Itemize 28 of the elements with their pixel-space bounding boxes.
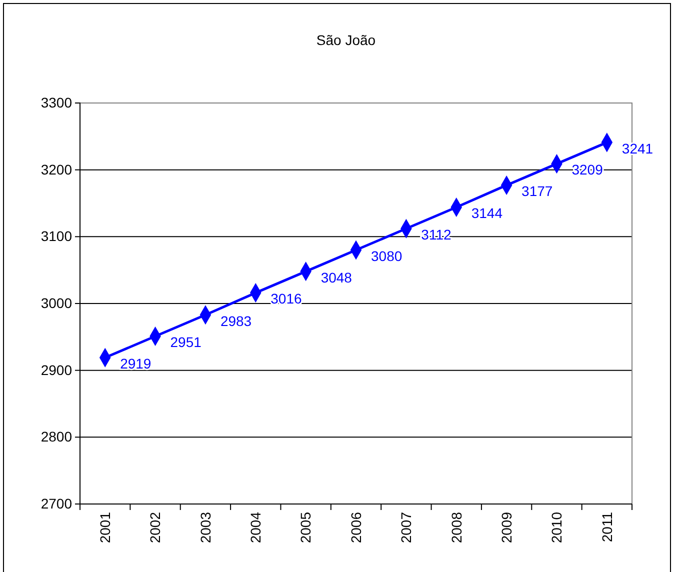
data-label: 3080 [371,248,402,264]
x-tick-label: 2005 [298,512,314,544]
data-label: 2983 [220,312,252,329]
data-label: 3048 [320,269,352,286]
data-label: 3241 [622,140,654,156]
data-label: 3144 [471,205,503,222]
chart-title: São João [316,32,376,48]
x-tick-label: 2004 [248,512,264,544]
x-tick-label: 2010 [548,512,565,544]
data-label: 3016 [270,290,302,307]
x-tick-label: 2002 [147,512,164,544]
x-tick-label: 2011 [598,512,615,542]
x-tick-label: 2007 [398,512,414,544]
y-tick-label: 2700 [40,495,72,512]
y-tick-label: 2900 [40,362,72,378]
data-label: 3177 [522,183,553,200]
x-tick-label: 2006 [348,512,364,544]
data-label: 2951 [170,334,202,350]
x-tick-label: 2003 [197,512,214,544]
y-tick-label: 3000 [40,294,72,311]
y-tick-label: 3300 [40,94,72,110]
x-tick-label: 2001 [96,512,113,544]
x-tick-label: 2008 [448,512,464,544]
y-tick-label: 3100 [40,228,72,244]
x-tick-label: 2009 [498,512,514,544]
y-tick-label: 3200 [40,161,72,178]
y-tick-label: 2800 [40,428,72,445]
data-label: 2919 [120,356,152,372]
